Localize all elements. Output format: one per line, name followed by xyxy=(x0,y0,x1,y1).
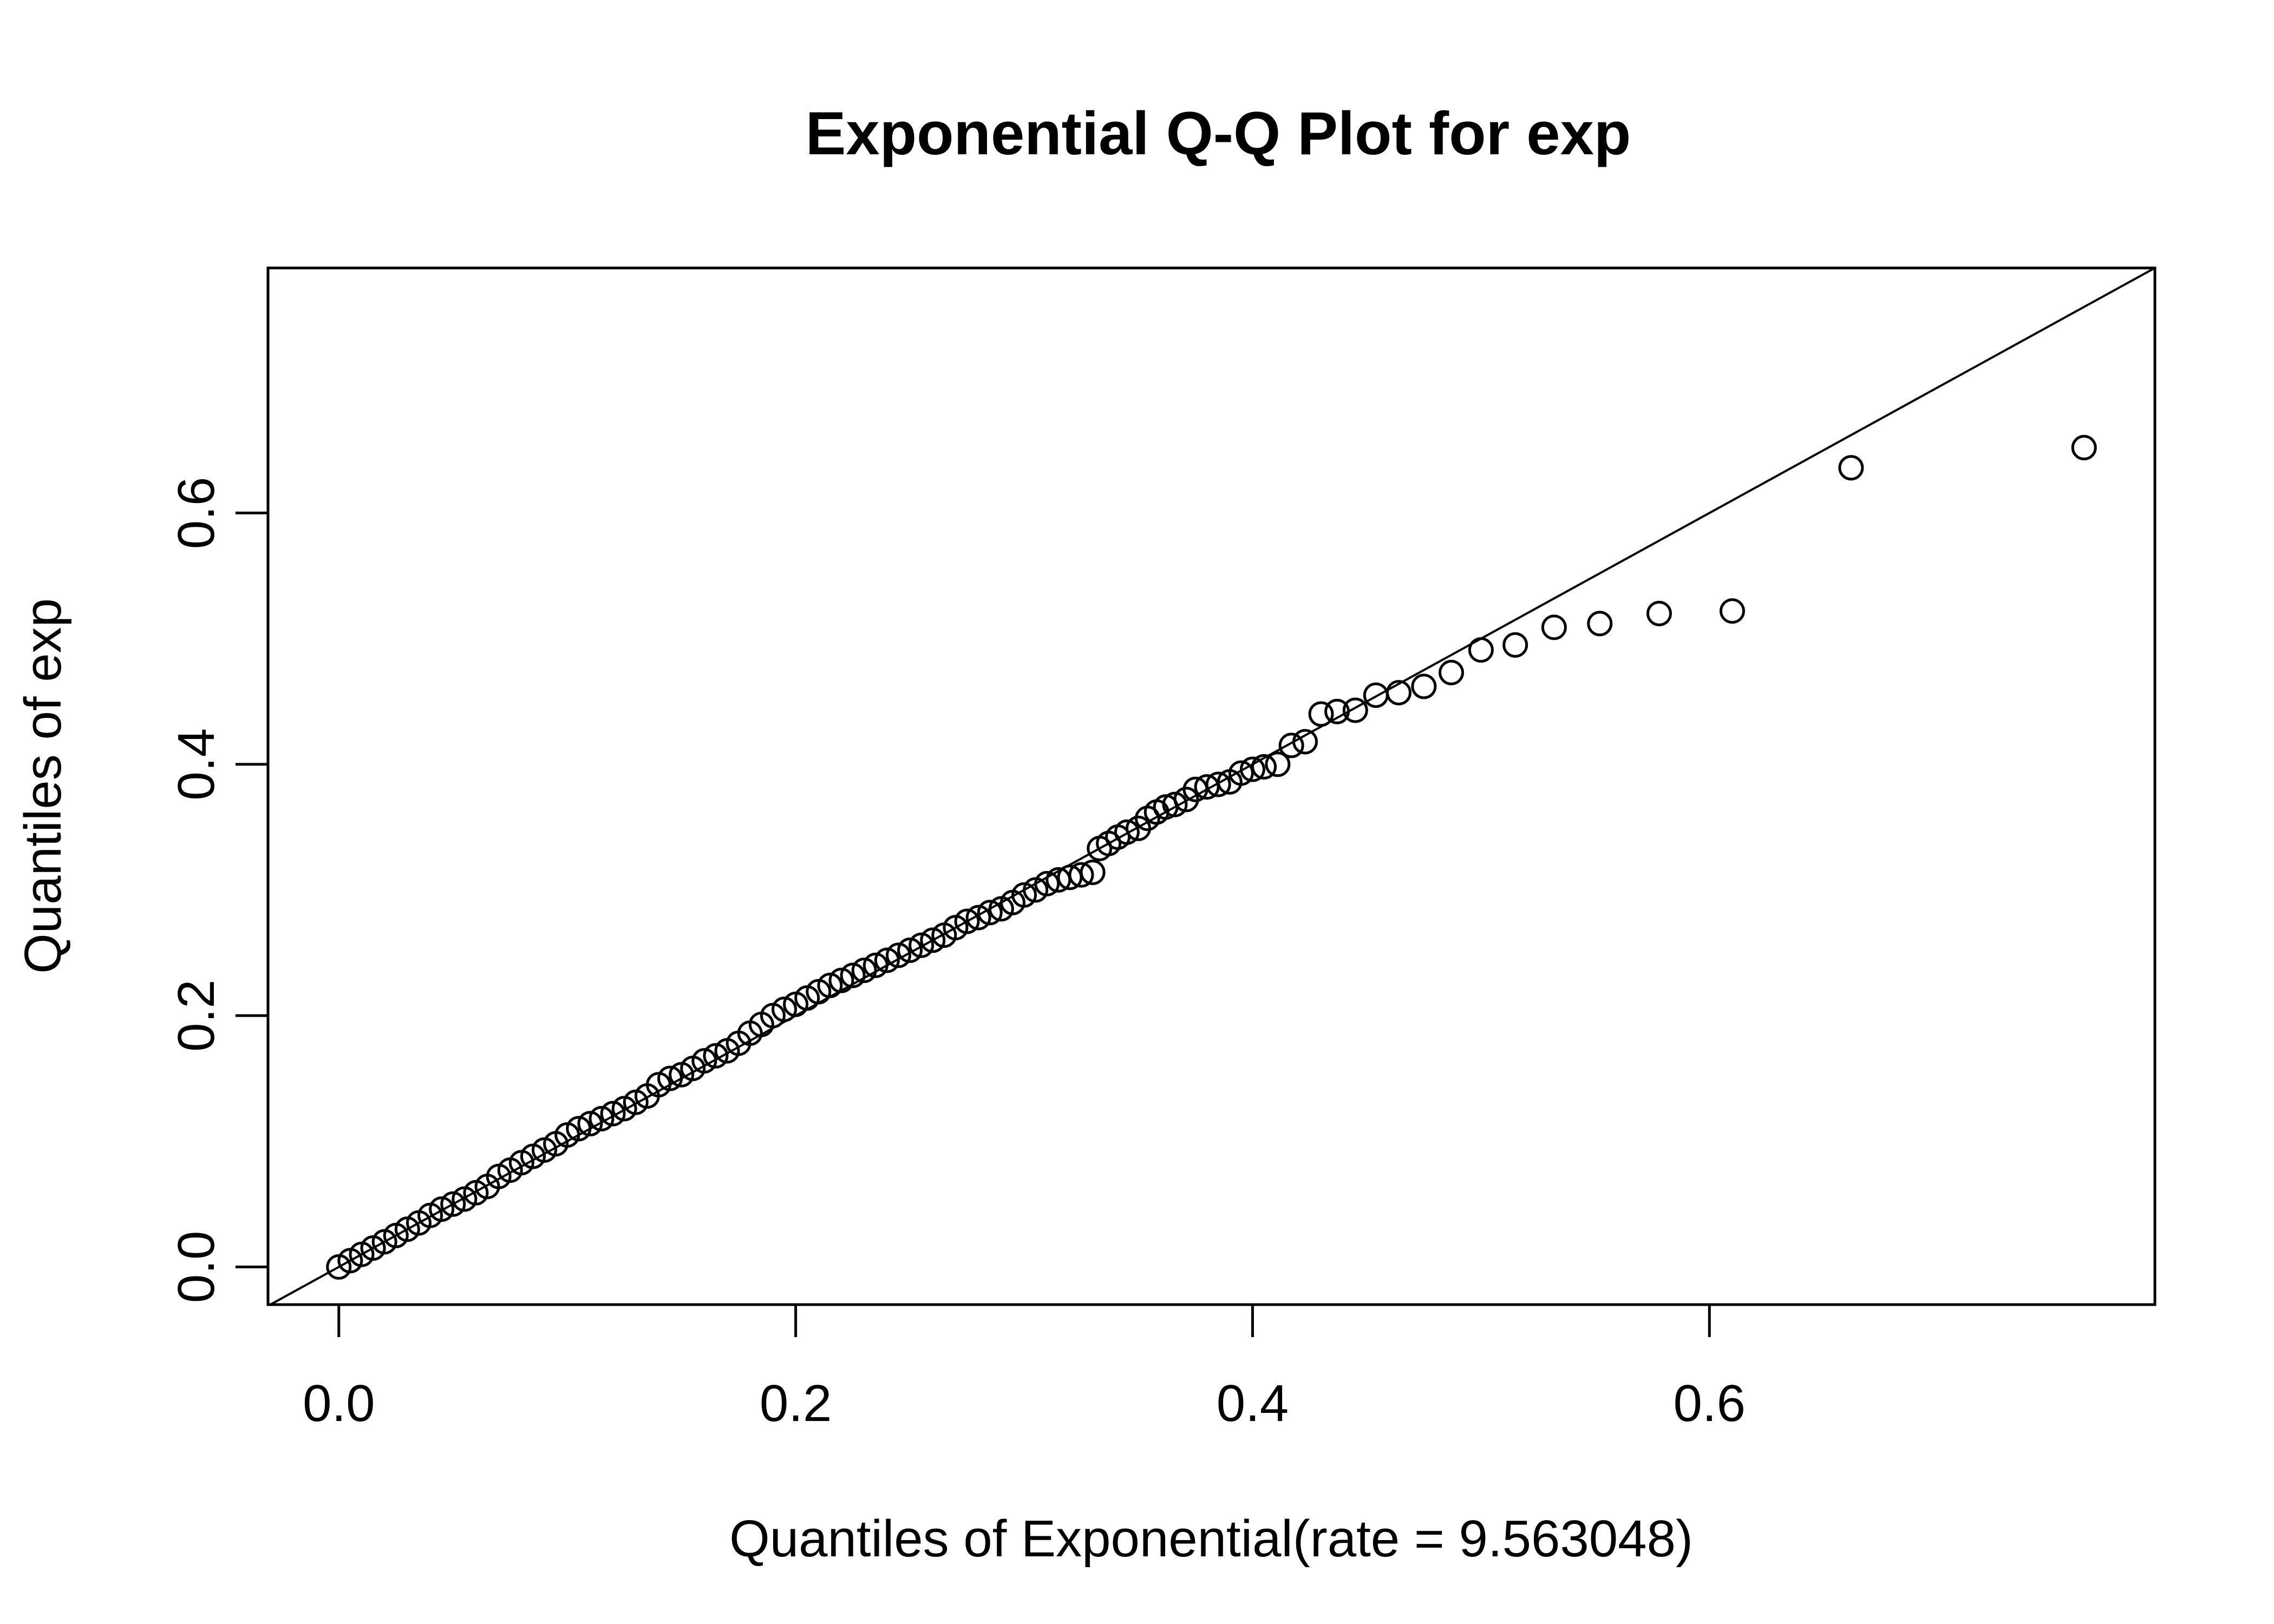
data-point xyxy=(1324,698,1350,724)
data-point xyxy=(1011,882,1037,908)
data-point xyxy=(1838,455,1864,481)
data-point xyxy=(1068,862,1094,888)
data-point xyxy=(1205,771,1231,797)
data-point xyxy=(851,958,877,984)
data-point xyxy=(1162,791,1188,817)
data-point xyxy=(1386,680,1412,706)
data-point xyxy=(1502,632,1528,658)
data-point xyxy=(1239,756,1265,782)
data-point xyxy=(691,1048,717,1074)
y-axis: 0.0 0.2 0.4 0.6 xyxy=(167,477,270,1303)
data-point xyxy=(897,937,923,963)
y-tick-label: 0.4 xyxy=(167,728,225,800)
data-point xyxy=(885,942,911,968)
data-point xyxy=(1541,614,1567,640)
data-point xyxy=(817,972,843,998)
data-point xyxy=(1114,819,1140,845)
data-point xyxy=(440,1191,466,1217)
y-tick-label: 0.2 xyxy=(167,979,225,1051)
y-tick-label: 0.6 xyxy=(167,477,225,549)
data-point xyxy=(828,967,854,993)
data-point xyxy=(657,1065,683,1091)
data-points xyxy=(326,435,2097,1280)
data-point xyxy=(1468,637,1494,663)
data-point xyxy=(1411,673,1437,699)
data-point xyxy=(772,997,798,1023)
data-point xyxy=(1342,697,1368,723)
data-point xyxy=(600,1101,626,1127)
data-point xyxy=(1308,701,1334,727)
y-tick-label: 0.0 xyxy=(167,1231,225,1303)
data-point xyxy=(862,952,888,978)
data-point xyxy=(954,908,980,934)
data-point xyxy=(1646,600,1672,626)
data-point xyxy=(965,905,991,931)
data-point xyxy=(920,927,946,953)
data-point xyxy=(1278,732,1304,758)
x-tick-label: 0.6 xyxy=(1674,1374,1746,1432)
data-point xyxy=(1587,611,1613,637)
x-axis: 0.0 0.2 0.4 0.6 xyxy=(303,1303,1746,1432)
data-point xyxy=(1292,729,1318,755)
data-point xyxy=(429,1196,455,1222)
x-tick-label: 0.2 xyxy=(760,1374,832,1432)
data-point xyxy=(1034,870,1060,896)
y-axis-label: Quantiles of exp xyxy=(14,598,72,974)
data-point xyxy=(874,947,900,973)
data-point xyxy=(577,1111,603,1137)
data-point xyxy=(1265,751,1291,777)
data-point xyxy=(703,1043,729,1069)
data-point xyxy=(977,900,1003,926)
data-point xyxy=(2071,435,2097,461)
x-tick-label: 0.4 xyxy=(1217,1374,1289,1432)
chart-title: Exponential Q-Q Plot for exp xyxy=(806,100,1631,167)
data-point xyxy=(1251,754,1277,780)
x-tick-label: 0.0 xyxy=(303,1374,375,1432)
data-point xyxy=(1719,598,1745,624)
data-point xyxy=(589,1105,615,1131)
data-point xyxy=(1439,659,1465,685)
data-point xyxy=(566,1116,592,1142)
data-point xyxy=(840,962,866,988)
x-axis-label: Quantiles of Exponential(rate = 9.563048… xyxy=(729,1510,1693,1568)
data-point xyxy=(909,932,935,958)
data-point xyxy=(1228,760,1254,786)
data-point xyxy=(1080,860,1106,886)
